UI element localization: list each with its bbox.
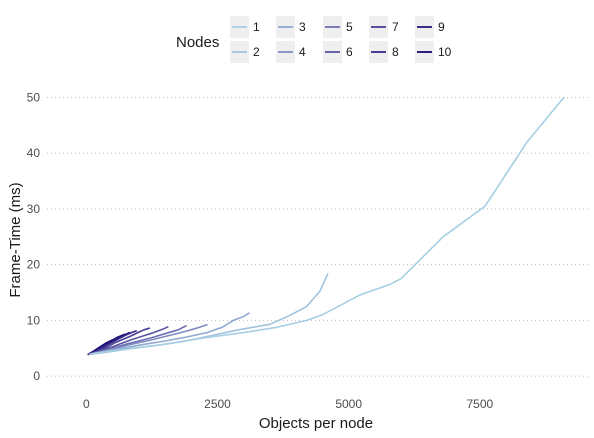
legend-items: 1 2 3 4 5 6 7 8 9 10 bbox=[230, 16, 452, 63]
legend-label-10: 10 bbox=[438, 45, 452, 59]
legend: Nodes 1 2 3 4 5 6 7 8 9 10 bbox=[176, 16, 452, 63]
tick-layer: 0 10 20 30 40 50 0 2500 5000 7500 bbox=[27, 91, 494, 412]
x-tick-label: 0 bbox=[83, 397, 90, 411]
legend-label-7: 7 bbox=[392, 20, 399, 34]
x-tick-label: 2500 bbox=[204, 397, 231, 411]
series-line-1 bbox=[90, 96, 565, 355]
x-axis-title: Objects per node bbox=[259, 415, 373, 432]
y-tick-label: 0 bbox=[33, 369, 40, 383]
series-line-9 bbox=[87, 331, 131, 356]
y-tick-label: 50 bbox=[27, 91, 41, 105]
legend-label-4: 4 bbox=[299, 45, 306, 59]
y-tick-label: 20 bbox=[27, 258, 41, 272]
x-tick-label: 7500 bbox=[466, 397, 493, 411]
legend-title: Nodes bbox=[176, 34, 219, 51]
y-axis-title: Frame-Time (ms) bbox=[7, 182, 24, 297]
y-tick-label: 40 bbox=[27, 146, 41, 160]
legend-label-8: 8 bbox=[392, 45, 399, 59]
y-tick-label: 10 bbox=[27, 313, 41, 327]
legend-label-3: 3 bbox=[299, 20, 306, 34]
legend-label-9: 9 bbox=[438, 20, 445, 34]
legend-label-2: 2 bbox=[253, 45, 260, 59]
legend-label-1: 1 bbox=[253, 20, 260, 34]
x-tick-label: 5000 bbox=[335, 397, 362, 411]
series-layer bbox=[87, 96, 565, 356]
y-tick-label: 30 bbox=[27, 202, 41, 216]
series-line-3 bbox=[89, 312, 250, 356]
legend-label-6: 6 bbox=[346, 45, 353, 59]
legend-label-5: 5 bbox=[346, 20, 353, 34]
series-line-6 bbox=[88, 326, 169, 356]
grid-layer bbox=[47, 97, 590, 377]
